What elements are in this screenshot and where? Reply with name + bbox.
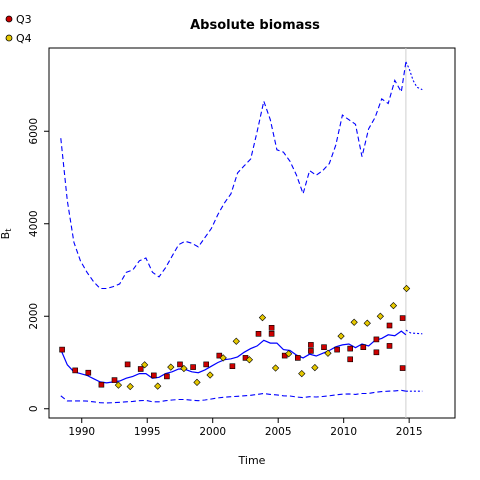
q4-point xyxy=(363,319,371,327)
q3-point xyxy=(59,346,65,353)
q3-point xyxy=(321,344,327,351)
q3-point xyxy=(164,373,170,380)
q3-point xyxy=(190,364,196,370)
q4-point xyxy=(140,361,149,369)
q3-point xyxy=(386,343,393,349)
legend-q3-label: Q3 xyxy=(16,13,32,26)
q3-point xyxy=(360,344,367,351)
q4-point xyxy=(126,382,134,391)
q4-point xyxy=(337,332,345,340)
x-tick-label: 1990 xyxy=(68,426,95,438)
legend-q4-marker xyxy=(5,34,13,42)
y-axis-label: Bt xyxy=(0,229,13,240)
y-axis-label-main: B xyxy=(0,232,12,240)
q3-point xyxy=(347,345,354,352)
q4-point xyxy=(154,382,162,390)
q3-point xyxy=(386,322,393,329)
q4-point xyxy=(167,363,175,371)
q4-point xyxy=(232,337,240,345)
q4-point xyxy=(350,318,358,326)
q3-point xyxy=(399,365,406,371)
x-tick-label: 2000 xyxy=(199,426,226,438)
q3-point xyxy=(294,355,301,361)
q4-point xyxy=(245,356,254,364)
q4-point xyxy=(193,378,201,387)
y-axis: 0 2000 4000 6000 xyxy=(28,118,49,412)
q3-point xyxy=(72,367,78,374)
q3-point xyxy=(151,372,157,379)
x-tick-label: 2015 xyxy=(396,426,423,438)
legend-q3-marker xyxy=(5,15,13,23)
q3-point xyxy=(98,381,105,388)
y-tick-label: 6000 xyxy=(28,118,40,145)
q3-point xyxy=(203,361,209,368)
q4-point xyxy=(271,364,280,372)
y-axis-label-subscript: t xyxy=(4,229,13,232)
plot-frame xyxy=(48,47,456,419)
x-tick-label: 1995 xyxy=(134,426,161,438)
q3-point xyxy=(308,348,314,354)
q3-point xyxy=(85,369,92,376)
q4-point xyxy=(219,354,227,362)
x-axis-label: Time xyxy=(238,454,266,467)
x-tick-label: 2005 xyxy=(265,426,292,438)
q4-point xyxy=(402,284,411,293)
q4-point xyxy=(311,363,319,372)
x-axis: 1990 1995 2000 2005 2010 2015 xyxy=(68,418,423,438)
q4-point xyxy=(389,301,398,310)
y-tick-label: 0 xyxy=(28,405,40,412)
legend-q4-label: Q4 xyxy=(16,32,32,45)
q3-point xyxy=(216,352,223,359)
x-tick-label: 2010 xyxy=(330,426,357,438)
points-layer xyxy=(59,284,411,391)
q3-point xyxy=(268,330,275,337)
q3-point xyxy=(268,324,275,331)
q3-point xyxy=(373,336,380,343)
q4-point xyxy=(285,350,293,358)
q4-point xyxy=(376,312,384,320)
q3-point xyxy=(334,346,340,353)
series-layer xyxy=(60,61,423,404)
q3-point xyxy=(177,361,183,368)
legend: Q3 Q4 xyxy=(5,13,32,45)
q4-point xyxy=(324,349,332,357)
q3-point xyxy=(255,330,262,337)
q3-point xyxy=(347,356,354,363)
q3-point xyxy=(124,361,131,368)
y-tick-label: 4000 xyxy=(28,210,40,237)
series-forecast-upper-line xyxy=(405,61,423,91)
series-lower-line xyxy=(60,389,407,404)
series-forecast-estimate-line xyxy=(405,329,423,335)
q3-point xyxy=(137,366,144,372)
q4-point xyxy=(258,314,267,322)
y-tick-label: 2000 xyxy=(28,303,40,330)
q4-point xyxy=(298,369,306,378)
q4-point xyxy=(206,371,214,379)
chart-title: Absolute biomass xyxy=(190,18,320,33)
q4-point xyxy=(114,381,123,389)
q3-point xyxy=(308,342,314,348)
q3-point xyxy=(229,363,236,370)
q3-point xyxy=(373,349,380,356)
q3-point xyxy=(111,377,118,383)
series-upper-line xyxy=(60,61,407,290)
q4-point xyxy=(180,364,188,373)
series-estimate-line xyxy=(60,330,407,384)
q3-point xyxy=(399,315,406,321)
